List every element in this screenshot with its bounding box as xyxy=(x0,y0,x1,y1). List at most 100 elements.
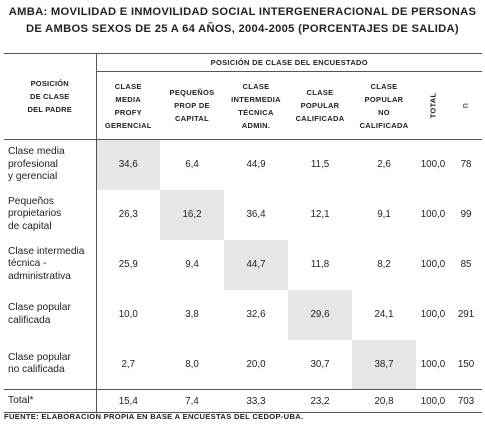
n-cell: 78 xyxy=(460,159,472,171)
table-row: Clase intermedia técnica - administrativ… xyxy=(4,239,482,290)
table-cell: 6,4 xyxy=(185,159,199,171)
column-header: CLASE MEDIA PROFY GERENCIAL xyxy=(96,71,160,140)
table-cell: 23,2 xyxy=(288,389,352,413)
row-label-line: Clase popular xyxy=(8,351,71,363)
row-label-line: administrativa xyxy=(8,270,71,282)
table-cell: 44,9 xyxy=(246,159,266,171)
total-row: Total* 15,4 7,4 33,3 23,2 20,8 100,0 703 xyxy=(4,389,483,413)
table-cell: 25,9 xyxy=(118,259,138,270)
n-cell: 291 xyxy=(457,309,475,320)
table-cell: 33,3 xyxy=(224,389,288,413)
table-cell: 11,8 xyxy=(310,259,330,270)
n-cell: 99 xyxy=(460,209,472,220)
table-cell: 12,1 xyxy=(310,209,330,220)
n-cell: 703 xyxy=(450,389,483,413)
total-cell: 100,0 xyxy=(420,259,446,270)
title-line-2: DE AMBOS SEXOS DE 25 A 64 AÑOS, 2004-200… xyxy=(26,23,459,35)
column-header: PEQUEÑOS PROP DE CAPITAL xyxy=(160,71,224,140)
total-cell: 100,0 xyxy=(420,358,446,370)
source-note: FUENTE: ELABORACIÓN PROPIA EN BASE A ENC… xyxy=(4,412,304,421)
table-cell: 9,4 xyxy=(185,259,199,270)
table-cell: 29,6 xyxy=(288,289,352,340)
row-label-line: Clase media xyxy=(8,146,65,157)
row-label: Pequeños propietarios de capital xyxy=(4,189,97,240)
column-header-line: CLASE xyxy=(370,81,398,91)
table-cell: 16,2 xyxy=(160,189,224,240)
row-label-line: propietarios xyxy=(8,208,62,220)
n-header-text: n xyxy=(460,102,471,109)
row-label-line: Clase intermedia xyxy=(8,245,85,257)
table-cell: 10,0 xyxy=(118,309,138,320)
column-header-line: NO xyxy=(378,107,390,117)
row-label: Clase intermedia técnica - administrativ… xyxy=(4,239,97,290)
table-cell: 26,3 xyxy=(118,209,138,220)
table-row: Pequeños propietarios de capital 26,3 16… xyxy=(4,189,482,240)
column-header-line: CAPITAL xyxy=(174,114,210,123)
table-cell: 20,0 xyxy=(246,358,266,370)
table-cell: 24,1 xyxy=(374,309,394,320)
table-cell: 9,1 xyxy=(377,209,391,220)
row-label-line: Clase popular xyxy=(8,302,71,313)
table-title: AMBA: MOVILIDAD E INMOVILIDAD SOCIAL INT… xyxy=(0,4,485,38)
row-header-line: DE CLASE xyxy=(29,92,70,101)
n-cell: 150 xyxy=(457,358,475,370)
column-header-line: PEQUEÑOS xyxy=(169,88,215,97)
n-column-header: n xyxy=(450,71,483,140)
row-header-line: DEL PADRE xyxy=(27,105,72,114)
total-cell: 100,0 xyxy=(420,159,446,171)
table-cell: 11,5 xyxy=(310,159,330,171)
row-label: Clase popular calificada xyxy=(4,289,97,340)
title-line-1: AMBA: MOVILIDAD E INMOVILIDAD SOCIAL INT… xyxy=(8,6,477,18)
row-label: Clase media profesional y gerencial xyxy=(4,139,97,190)
column-header-line: POPULAR xyxy=(364,94,404,104)
table-cell: 38,7 xyxy=(352,339,416,390)
total-header-text: TOTAL xyxy=(428,92,438,119)
row-label-line: técnica - xyxy=(8,258,47,270)
table-cell: 30,7 xyxy=(310,358,330,370)
column-header: CLASE INTERMEDIA TÉCNICA ADMIN. xyxy=(224,71,288,140)
table-cell: 8,0 xyxy=(185,358,199,370)
column-header-line: MEDIA xyxy=(115,94,142,104)
table-row: Clase popular no calificada 2,7 8,0 20,0… xyxy=(4,339,482,390)
n-cell: 85 xyxy=(460,259,472,270)
group-header: POSICIÓN DE CLASE DEL ENCUESTADO xyxy=(96,53,483,72)
column-header: CLASE POPULAR CALIFICADA xyxy=(288,71,352,140)
mobility-table: POSICIÓN DE CLASE DEL PADRE POSICIÓN DE … xyxy=(4,53,483,413)
total-cell: 100,0 xyxy=(420,209,446,220)
row-label-line: y gerencial xyxy=(8,171,58,182)
row-label-line: de capital xyxy=(8,220,52,232)
column-header-line: PROP DE xyxy=(174,101,210,110)
column-header-line: CALIFICADA xyxy=(295,114,345,123)
table-cell: 32,6 xyxy=(246,309,266,320)
row-label: Total* xyxy=(4,389,97,413)
row-label: Clase popular no calificada xyxy=(4,339,97,390)
column-header-line: TÉCNICA xyxy=(238,107,274,117)
row-header-line: POSICIÓN xyxy=(30,79,69,88)
column-header-line: CLASE xyxy=(114,81,142,91)
table-cell: 15,4 xyxy=(96,389,160,413)
column-header-line: CLASE xyxy=(242,81,270,91)
table-cell: 34,6 xyxy=(96,139,160,190)
column-header-line: INTERMEDIA xyxy=(231,94,281,104)
column-header: CLASE POPULAR NO CALIFICADA xyxy=(352,71,416,140)
column-header-line: CALIFICADA xyxy=(359,120,409,130)
column-header-line: POPULAR xyxy=(300,101,340,110)
column-header-line: GERENCIAL xyxy=(104,120,152,130)
row-label-line: calificada xyxy=(8,314,51,326)
row-label-line: no calificada xyxy=(8,364,65,376)
row-label-line: Pequeños xyxy=(8,195,54,207)
table-cell: 2,6 xyxy=(377,159,391,171)
column-header-line: ADMIN. xyxy=(241,120,271,130)
total-cell: 100,0 xyxy=(420,309,446,320)
table-cell: 7,4 xyxy=(160,389,224,413)
table-cell: 44,7 xyxy=(224,239,288,290)
table-cell: 8,2 xyxy=(377,259,391,270)
table-cell: 20,8 xyxy=(352,389,416,413)
column-header-line: PROFY xyxy=(114,107,142,117)
table-cell: 3,8 xyxy=(185,309,199,320)
table-row: Clase media profesional y gerencial 34,6… xyxy=(4,139,482,190)
table-cell: 36,4 xyxy=(246,209,266,220)
row-label-line: profesional xyxy=(8,158,58,170)
total-cell: 100,0 xyxy=(416,389,450,413)
total-column-header: TOTAL xyxy=(416,71,450,140)
